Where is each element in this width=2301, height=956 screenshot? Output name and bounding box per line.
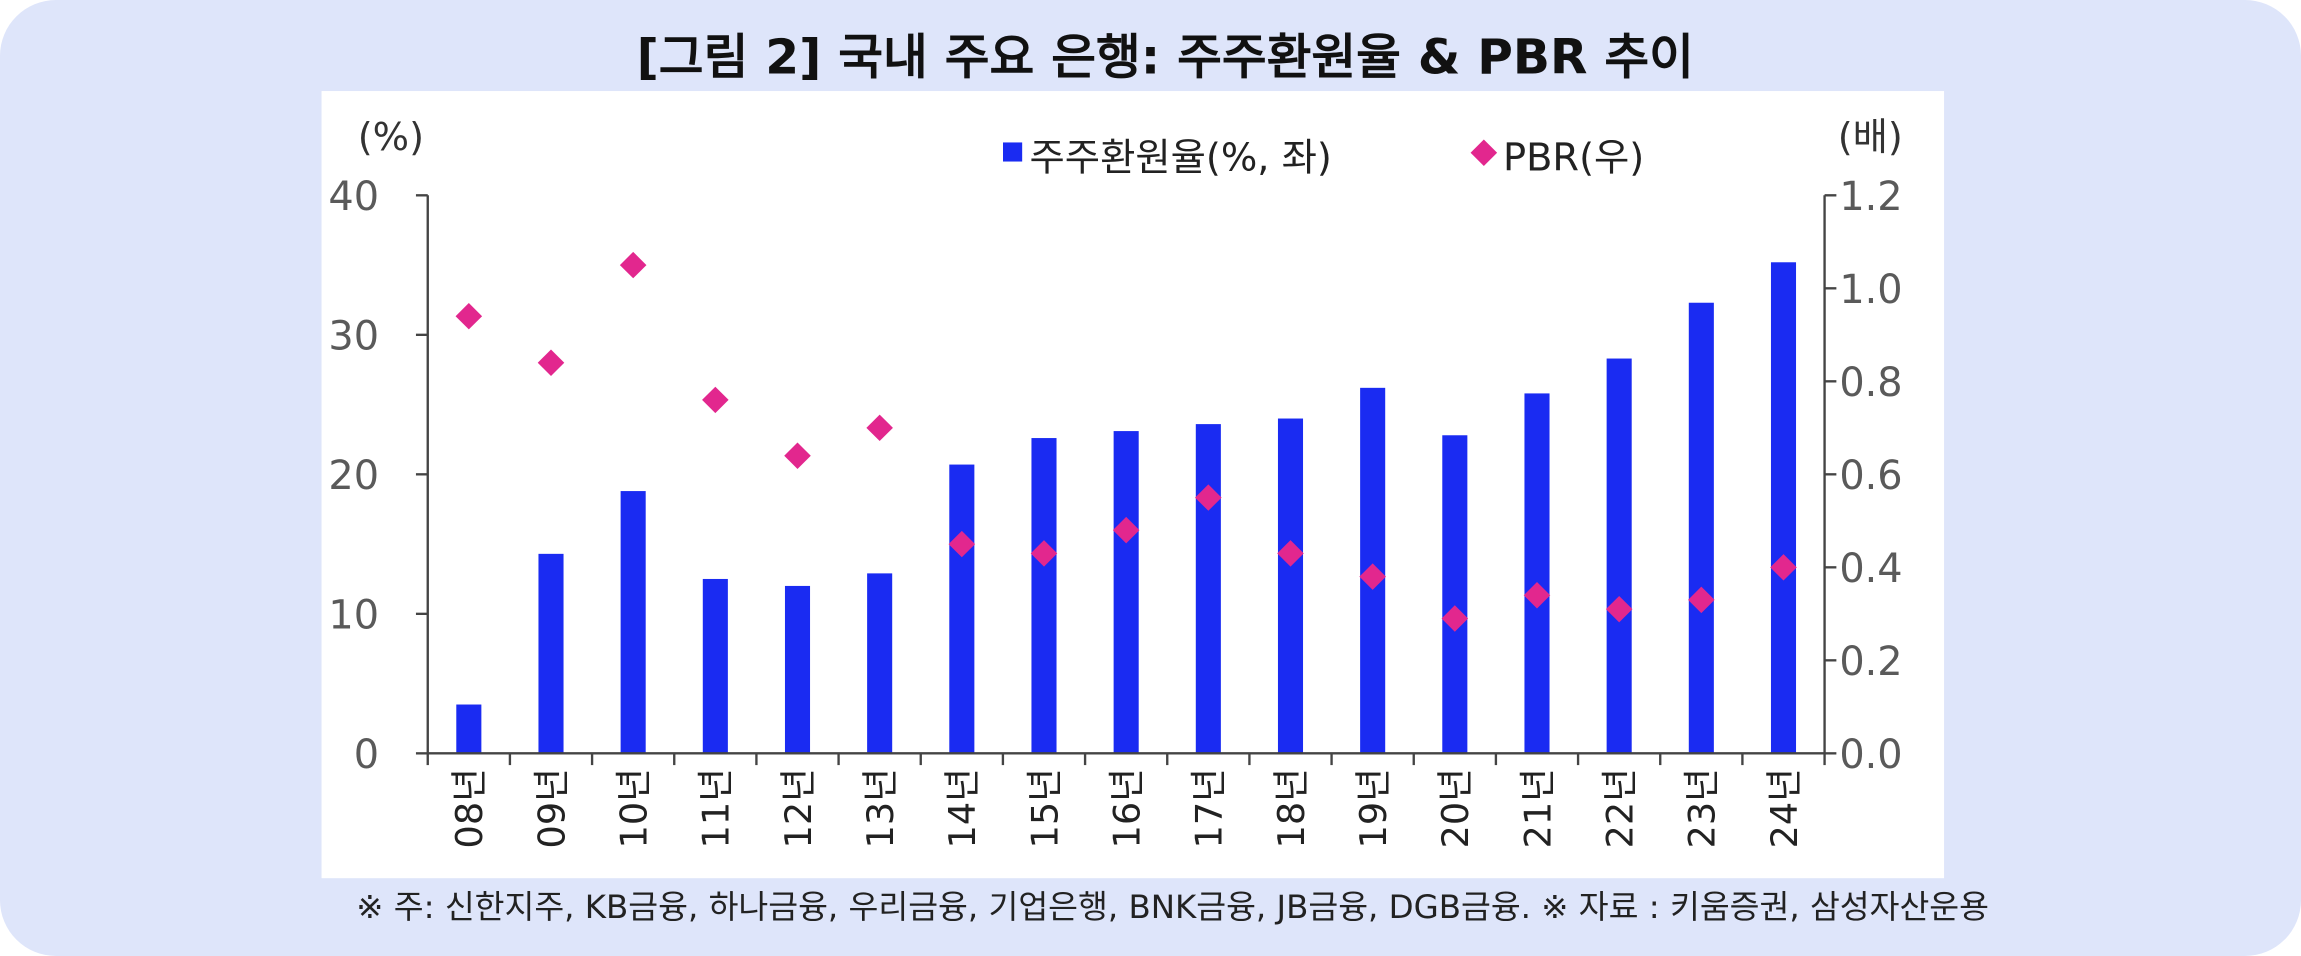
shareholder-return-bar-12 xyxy=(784,585,811,754)
x-axis-category-label-20: 20년 xyxy=(1434,768,1477,848)
shareholder-return-bar-09 xyxy=(538,553,564,754)
figure-title: [그림 2] 국내 주요 은행: 주주환원율 & PBR 추이 xyxy=(637,30,1694,86)
x-axis-category-label-13: 13년 xyxy=(859,768,902,848)
shareholder-return-bar-14 xyxy=(949,464,975,754)
left-axis-tick-label: 10 xyxy=(328,593,379,639)
x-axis-category-label-14: 14년 xyxy=(941,768,984,848)
left-axis-unit-label: (%) xyxy=(358,115,424,160)
x-axis-category-label-08: 08년 xyxy=(448,768,491,848)
right-axis-tick-label: 0.6 xyxy=(1839,453,1902,499)
x-axis-category-label-24: 24년 xyxy=(1763,768,1806,848)
shareholder-return-bar-08 xyxy=(456,704,482,754)
legend-label-pbr: PBR(우) xyxy=(1503,135,1644,180)
shareholder-return-bar-15 xyxy=(1031,438,1057,754)
shareholder-return-bar-11 xyxy=(702,578,728,754)
shareholder-return-bar-23 xyxy=(1688,302,1714,754)
right-axis-tick-label: 1.2 xyxy=(1839,174,1902,220)
shareholder-return-bar-17 xyxy=(1195,424,1221,754)
pbr-point-23 xyxy=(1688,586,1715,614)
legend-label-shareholder-return: 주주환원율(%, 좌) xyxy=(1030,135,1332,180)
chart-marks: 0 10 20 30 40 0.0 0.2 0.4 0.6 0.8 1.0 1.2 08년 09년 10년 1… xyxy=(328,174,1902,848)
x-axis-category-label-19: 19년 xyxy=(1352,768,1395,848)
legend: 주주환원율(%, 좌) PBR(우) xyxy=(1003,135,1644,180)
pbr-point-22 xyxy=(1605,595,1633,623)
right-axis-tick-label: 0.4 xyxy=(1839,546,1902,592)
x-axis-category-label-18: 18년 xyxy=(1270,768,1313,848)
right-axis-tick-label: 0.0 xyxy=(1839,732,1902,778)
x-axis-category-label-12: 12년 xyxy=(777,768,820,848)
pbr-point-24 xyxy=(1770,554,1797,581)
footnote-source: ※ 주: 신한지주, KB금융, 하나금융, 우리금융, 기업은행, BNK금융… xyxy=(356,888,1989,926)
x-axis-category-label-22: 22년 xyxy=(1598,768,1641,848)
shareholder-return-bar-16 xyxy=(1113,431,1139,754)
pbr-point-10 xyxy=(619,251,647,279)
pbr-point-11 xyxy=(702,386,729,414)
x-axis-category-label-23: 23년 xyxy=(1681,768,1724,848)
left-axis-tick-label: 20 xyxy=(328,453,379,499)
pbr-point-13 xyxy=(866,414,893,442)
shareholder-return-bar-22 xyxy=(1606,358,1632,754)
right-axis-tick-label: 0.8 xyxy=(1839,360,1902,406)
left-axis-tick-label: 0 xyxy=(354,732,379,778)
left-axis-tick-label: 40 xyxy=(328,174,379,220)
x-axis-category-label-15: 15년 xyxy=(1023,768,1066,848)
right-axis-tick-label: 0.2 xyxy=(1839,639,1902,685)
shareholder-return-bar-24 xyxy=(1770,262,1797,754)
x-axis-category-label-17: 17년 xyxy=(1188,768,1231,848)
right-axis-unit-label: (배) xyxy=(1838,115,1903,160)
pbr-point-17 xyxy=(1195,484,1222,511)
shareholder-return-bar-13 xyxy=(867,573,893,754)
shareholder-return-bar-21 xyxy=(1524,393,1550,754)
x-axis-category-label-10: 10년 xyxy=(612,768,655,848)
shareholder-return-bar-20 xyxy=(1442,435,1468,754)
left-axis-tick-label: 30 xyxy=(328,314,379,360)
right-axis-tick-label: 1.0 xyxy=(1839,267,1902,313)
shareholder-return-bar-10 xyxy=(620,491,646,754)
x-axis-category-label-09: 09년 xyxy=(530,768,573,848)
x-axis-category-label-21: 21년 xyxy=(1516,768,1559,848)
pbr-point-12 xyxy=(784,442,811,469)
x-axis-category-label-11: 11년 xyxy=(695,768,738,848)
legend-bar-swatch-icon xyxy=(1003,142,1023,162)
x-axis-category-label-16: 16년 xyxy=(1105,768,1148,848)
pbr-point-09 xyxy=(537,349,565,376)
shareholder-return-bar-18 xyxy=(1277,418,1304,754)
